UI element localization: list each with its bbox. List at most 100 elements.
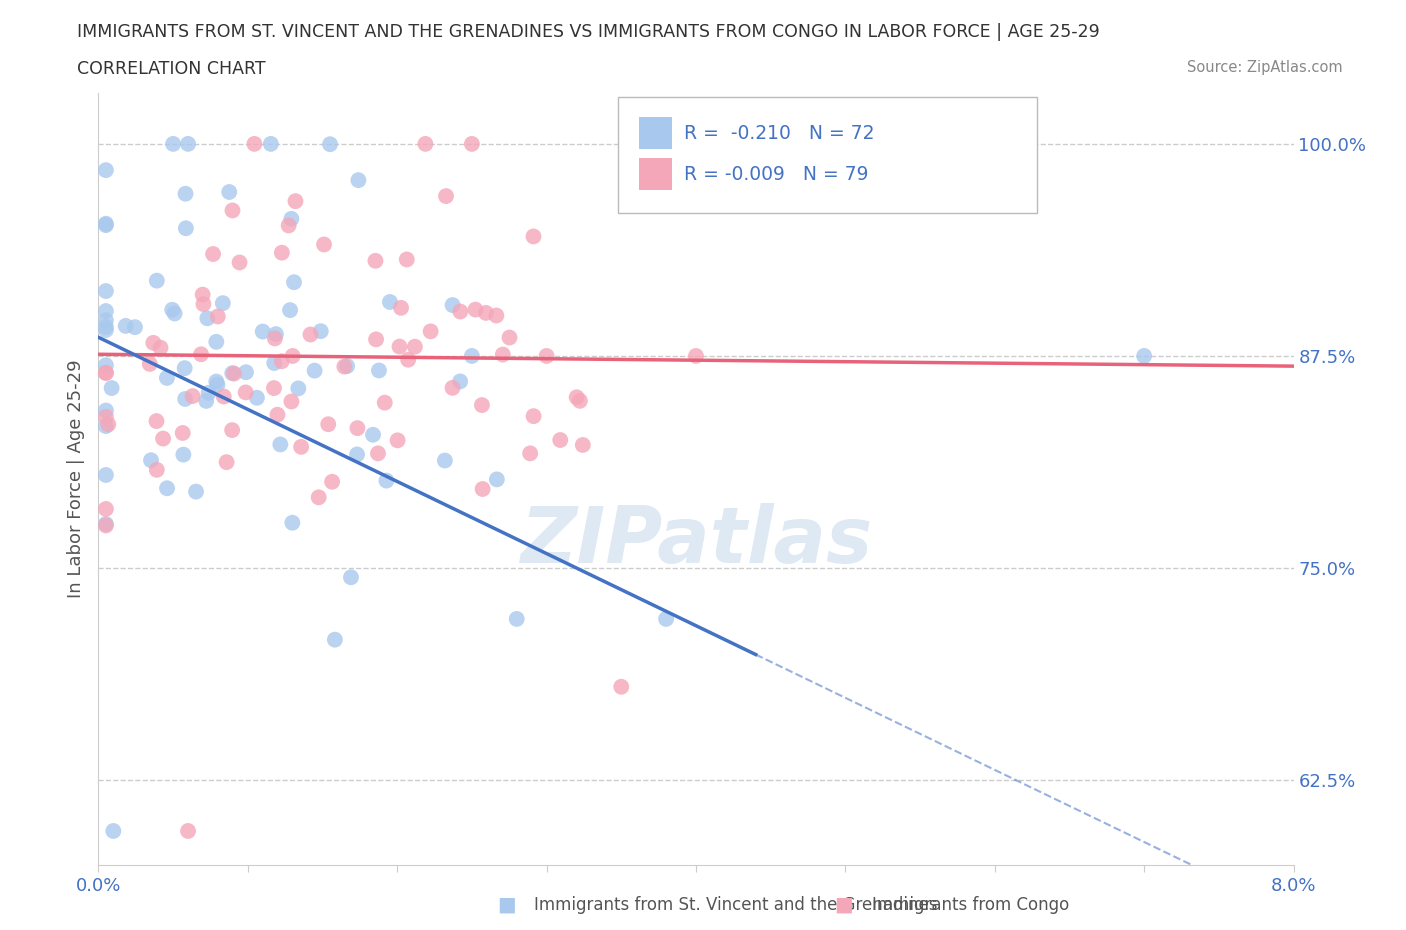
Point xyxy=(228,255,250,270)
Point xyxy=(434,189,457,204)
Point xyxy=(163,306,186,321)
Point xyxy=(404,339,426,354)
Point xyxy=(94,319,117,334)
Point xyxy=(94,163,117,178)
Point xyxy=(114,318,136,333)
Point xyxy=(449,374,471,389)
Point xyxy=(94,468,117,483)
Point xyxy=(94,409,117,424)
Point xyxy=(195,311,218,325)
Point xyxy=(156,481,179,496)
Point xyxy=(263,355,285,370)
Point xyxy=(610,679,633,694)
Point xyxy=(142,336,165,351)
Point xyxy=(316,417,339,432)
Point xyxy=(94,284,117,299)
Point xyxy=(264,326,287,341)
Point xyxy=(174,186,197,201)
Point xyxy=(1208,909,1230,923)
Point xyxy=(522,408,544,423)
Point xyxy=(522,229,544,244)
Point xyxy=(94,218,117,232)
Point xyxy=(97,417,120,432)
Point xyxy=(471,398,494,413)
Point xyxy=(195,393,218,408)
Point xyxy=(270,246,292,260)
Point xyxy=(94,518,117,533)
Point xyxy=(346,447,368,462)
Point xyxy=(319,137,342,152)
Point xyxy=(340,570,363,585)
Point xyxy=(461,137,484,152)
Point xyxy=(565,390,588,405)
Point xyxy=(160,302,183,317)
Point xyxy=(461,349,484,364)
Point xyxy=(364,253,387,268)
Point xyxy=(173,361,195,376)
Point xyxy=(655,611,678,626)
Text: ▪: ▪ xyxy=(496,890,516,919)
Point xyxy=(485,308,508,323)
Point xyxy=(492,347,515,362)
Point xyxy=(485,472,508,486)
Point xyxy=(172,447,194,462)
Point xyxy=(361,427,384,442)
Point xyxy=(1133,349,1156,364)
Point xyxy=(346,420,368,435)
Point xyxy=(284,193,307,208)
Point xyxy=(378,295,401,310)
Text: Immigrants from St. Vincent and the Grenadines: Immigrants from St. Vincent and the Gren… xyxy=(534,897,938,914)
Point xyxy=(388,339,411,354)
Point xyxy=(94,403,117,418)
Point xyxy=(235,365,257,379)
Point xyxy=(304,364,326,379)
Point xyxy=(246,391,269,405)
Point xyxy=(260,137,283,152)
Point xyxy=(277,218,299,232)
Point xyxy=(193,297,215,312)
Point xyxy=(124,320,146,335)
Point xyxy=(100,380,122,395)
Point xyxy=(145,414,167,429)
Point xyxy=(94,418,117,433)
Point xyxy=(263,331,285,346)
Point xyxy=(207,309,229,324)
Point xyxy=(347,173,370,188)
Point xyxy=(290,439,312,454)
Point xyxy=(396,352,419,367)
Point xyxy=(94,217,117,232)
Point xyxy=(269,437,291,452)
Point xyxy=(308,490,330,505)
Point xyxy=(202,246,225,261)
Point xyxy=(374,395,396,410)
Point xyxy=(536,349,558,364)
Point xyxy=(94,501,117,516)
Point xyxy=(215,455,238,470)
Bar xyxy=(638,158,672,191)
Point xyxy=(243,137,266,152)
Point xyxy=(367,445,389,460)
Point xyxy=(336,359,359,374)
Point xyxy=(212,389,235,404)
Point xyxy=(441,298,464,312)
Point xyxy=(211,296,233,311)
Point xyxy=(433,453,456,468)
Point xyxy=(471,482,494,497)
Point xyxy=(174,392,197,406)
FancyBboxPatch shape xyxy=(619,97,1036,213)
Point xyxy=(205,374,228,389)
Text: R = -0.009   N = 79: R = -0.009 N = 79 xyxy=(685,165,869,183)
Point xyxy=(149,340,172,355)
Point xyxy=(266,407,288,422)
Point xyxy=(172,426,194,441)
Point xyxy=(221,365,243,380)
Point xyxy=(375,473,398,488)
Point xyxy=(283,274,305,289)
Point xyxy=(197,385,219,400)
Point xyxy=(685,349,707,364)
Point xyxy=(94,365,117,380)
Point xyxy=(222,366,245,381)
Point xyxy=(280,211,302,226)
Point xyxy=(263,380,285,395)
Point xyxy=(368,363,391,378)
